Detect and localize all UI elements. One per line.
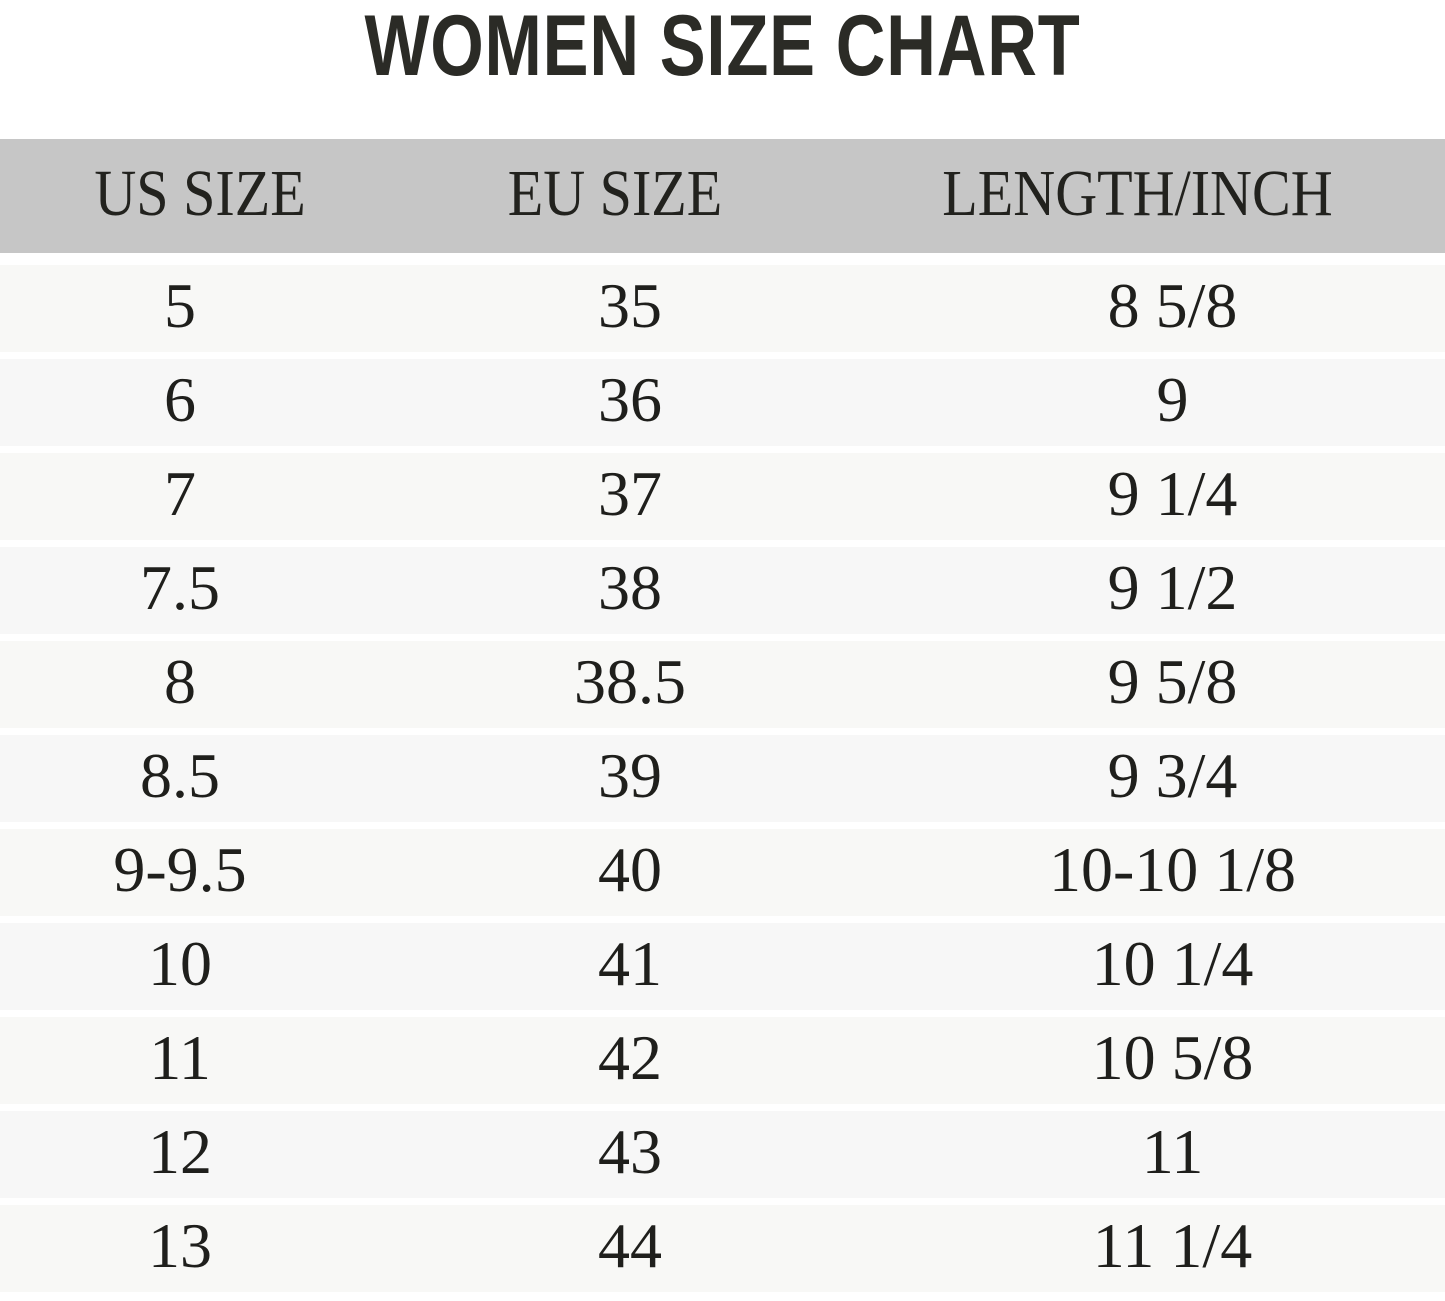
cell-eu-size: 41 (598, 927, 662, 999)
cell-length-inch: 9 3/4 (1107, 739, 1238, 811)
cell-us-size: 6 (164, 363, 196, 435)
table-row: 11 42 10 5/8 (0, 1017, 1445, 1104)
cell-us-size: 5 (164, 269, 196, 341)
cell-us-size: 8.5 (140, 739, 220, 811)
cell-eu-size: 42 (598, 1021, 662, 1093)
cell-eu-size: 36 (598, 363, 662, 435)
cell-us-size: 12 (148, 1115, 212, 1187)
cell-eu-size: 38.5 (574, 645, 686, 717)
table-row: 10 41 10 1/4 (0, 923, 1445, 1010)
cell-us-size: 13 (148, 1209, 212, 1281)
cell-us-size: 7 (164, 457, 196, 529)
table-body: 5 35 8 5/8 6 36 9 7 37 9 1/4 7.5 38 9 1/2 8 38.5 9 5/8… (0, 265, 1445, 1299)
table-row: 8 38.5 9 5/8 (0, 641, 1445, 728)
table-row: 8.5 39 9 3/4 (0, 735, 1445, 822)
table-row: 12 43 11 (0, 1111, 1445, 1198)
table-row: 7 37 9 1/4 (0, 453, 1445, 540)
table-row: 7.5 38 9 1/2 (0, 547, 1445, 634)
cell-length-inch: 10-10 1/8 (1048, 833, 1297, 905)
cell-us-size: 8 (164, 645, 196, 717)
table-row: 9-9.5 40 10-10 1/8 (0, 829, 1445, 916)
cell-length-inch: 11 1/4 (1092, 1209, 1253, 1281)
cell-length-inch: 10 5/8 (1091, 1021, 1254, 1093)
cell-eu-size: 35 (598, 269, 662, 341)
cell-us-size: 11 (149, 1021, 211, 1093)
page-title: WOMEN SIZE CHART (364, 0, 1081, 94)
cell-eu-size: 39 (598, 739, 662, 811)
cell-eu-size: 38 (598, 551, 662, 623)
table-row: 13 44 11 1/4 (0, 1205, 1445, 1292)
cell-length-inch: 8 5/8 (1107, 269, 1238, 341)
cell-length-inch: 9 5/8 (1107, 645, 1238, 717)
table-header-band: US SIZE EU SIZE LENGTH/INCH (0, 139, 1445, 253)
cell-us-size: 7.5 (140, 551, 220, 623)
column-header-us-size: US SIZE (94, 157, 306, 230)
column-header-length-inch: LENGTH/INCH (942, 157, 1333, 230)
cell-eu-size: 40 (598, 833, 662, 905)
cell-length-inch: 11 (1141, 1115, 1204, 1187)
table-header-row: US SIZE EU SIZE LENGTH/INCH (0, 139, 1445, 253)
cell-eu-size: 37 (598, 457, 662, 529)
cell-eu-size: 43 (598, 1115, 662, 1187)
column-header-eu-size: EU SIZE (507, 157, 723, 230)
cell-length-inch: 9 1/4 (1107, 457, 1238, 529)
cell-length-inch: 9 1/2 (1107, 551, 1238, 623)
cell-us-size: 10 (148, 927, 212, 999)
cell-length-inch: 9 (1156, 363, 1189, 435)
cell-us-size: 9-9.5 (113, 833, 247, 905)
table-row: 6 36 9 (0, 359, 1445, 446)
cell-length-inch: 10 1/4 (1091, 927, 1254, 999)
cell-eu-size: 44 (598, 1209, 662, 1281)
table-row: 5 35 8 5/8 (0, 265, 1445, 352)
